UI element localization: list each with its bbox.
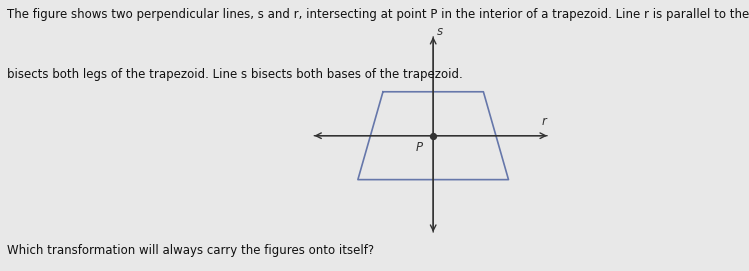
Text: P: P (416, 141, 422, 154)
Text: r: r (541, 115, 546, 128)
Text: Which transformation will always carry the figures onto itself?: Which transformation will always carry t… (7, 244, 374, 257)
Text: bisects both legs of the trapezoid. Line s bisects both bases of the trapezoid.: bisects both legs of the trapezoid. Line… (7, 68, 463, 81)
Point (427, 134, 439, 138)
Text: s: s (437, 25, 443, 38)
Text: The figure shows two perpendicular lines, s and r, intersecting at point P in th: The figure shows two perpendicular lines… (7, 8, 749, 21)
